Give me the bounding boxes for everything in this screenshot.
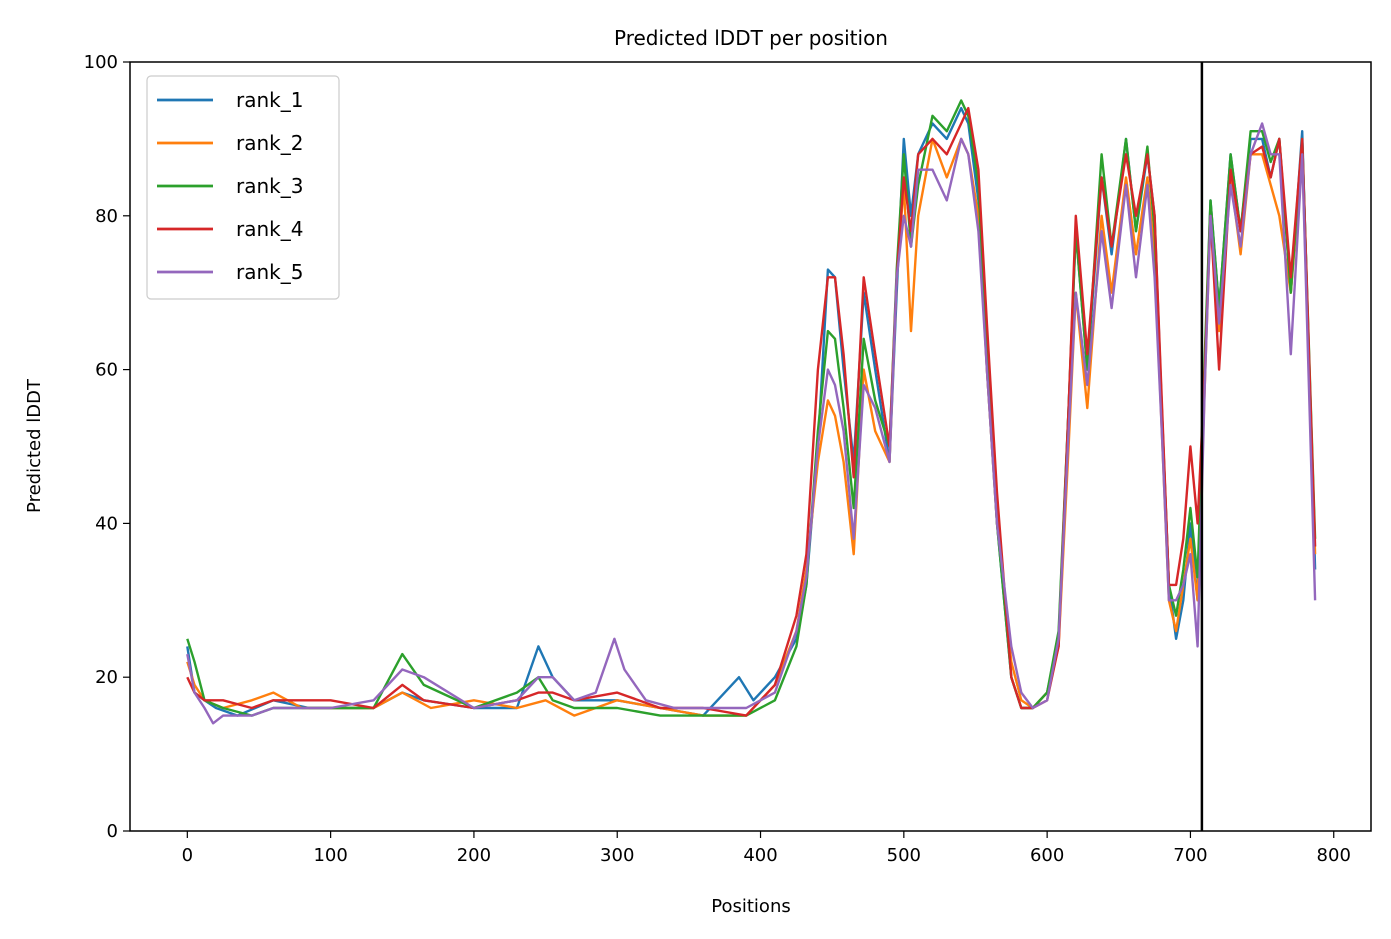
- y-tick-label: 60: [95, 360, 118, 381]
- y-tick-label: 20: [95, 667, 118, 688]
- x-tick-label: 200: [457, 845, 491, 866]
- legend-label-rank_3: rank_3: [236, 174, 303, 198]
- series-line-rank_5: [186, 122, 1317, 725]
- legend: rank_1 rank_2 rank_3 rank_4 rank_5: [146, 75, 340, 300]
- series-line-rank_4: [186, 106, 1317, 717]
- series-line-rank_2: [186, 137, 1317, 717]
- plot-frame: [129, 61, 1372, 832]
- legend-label-rank_5: rank_5: [236, 260, 303, 284]
- series-layer: [186, 99, 1317, 725]
- chart-title: Predicted lDDT per position: [614, 26, 888, 50]
- series-line-rank_3: [186, 99, 1317, 717]
- y-tick-label: 40: [95, 513, 118, 534]
- y-axis: 0 20 40 60 80 100: [84, 52, 130, 842]
- y-tick-label: 0: [107, 821, 118, 842]
- y-tick-label: 80: [95, 206, 118, 227]
- legend-label-rank_1: rank_1: [236, 88, 303, 112]
- x-tick-label: 600: [1030, 845, 1064, 866]
- x-tick-label: 700: [1173, 845, 1207, 866]
- x-tick-label: 800: [1317, 845, 1351, 866]
- legend-label-rank_4: rank_4: [236, 217, 303, 241]
- x-tick-label: 0: [182, 845, 193, 866]
- y-tick-label: 100: [84, 52, 118, 73]
- legend-box: [146, 75, 340, 300]
- x-axis: 0 100 200 300 400 500 600 700 800: [182, 831, 1351, 866]
- y-axis-label: Predicted lDDT: [24, 378, 45, 513]
- x-tick-label: 100: [313, 845, 347, 866]
- x-tick-label: 400: [743, 845, 777, 866]
- x-tick-label: 500: [887, 845, 921, 866]
- x-tick-label: 300: [600, 845, 634, 866]
- legend-label-rank_2: rank_2: [236, 131, 303, 155]
- x-axis-label: Positions: [711, 896, 790, 917]
